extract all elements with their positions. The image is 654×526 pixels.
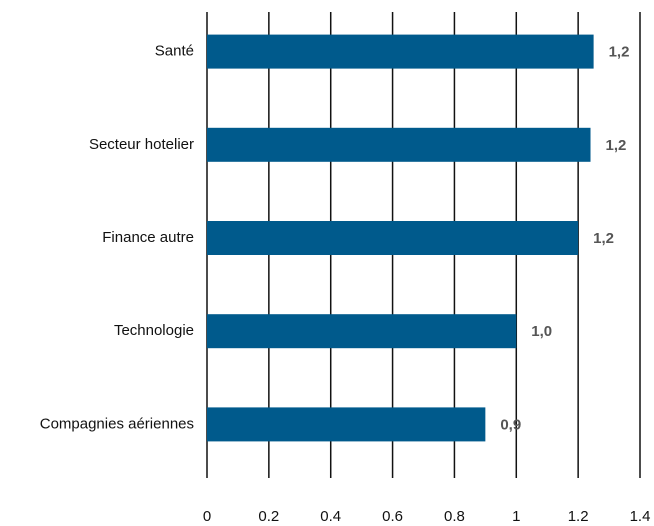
y-tick-label: Secteur hotelier	[89, 136, 194, 153]
y-tick-label: Santé	[155, 43, 194, 60]
value-label: 1,2	[606, 137, 627, 154]
value-label: 0,9	[500, 416, 521, 433]
x-tick-label: 1.2	[568, 508, 589, 525]
y-tick-label: Compagnies aériennes	[40, 415, 194, 432]
bar	[207, 127, 591, 162]
bar	[207, 407, 486, 442]
y-tick-label: Technologie	[114, 322, 194, 339]
bar	[207, 314, 517, 349]
x-tick-label: 0.2	[258, 508, 279, 525]
bar	[207, 221, 579, 255]
x-tick-label: 0	[203, 508, 211, 525]
x-tick-label: 1.4	[630, 508, 651, 525]
value-label: 1,0	[531, 323, 552, 340]
x-tick-label: 0.6	[382, 508, 403, 525]
bar	[207, 34, 594, 69]
x-tick-label: 0.4	[320, 508, 341, 525]
y-tick-label: Finance autre	[102, 229, 194, 246]
x-tick-label: 1	[512, 508, 520, 525]
value-label: 1,2	[593, 230, 614, 247]
value-label: 1,2	[609, 44, 630, 61]
x-tick-label: 0.8	[444, 508, 465, 525]
